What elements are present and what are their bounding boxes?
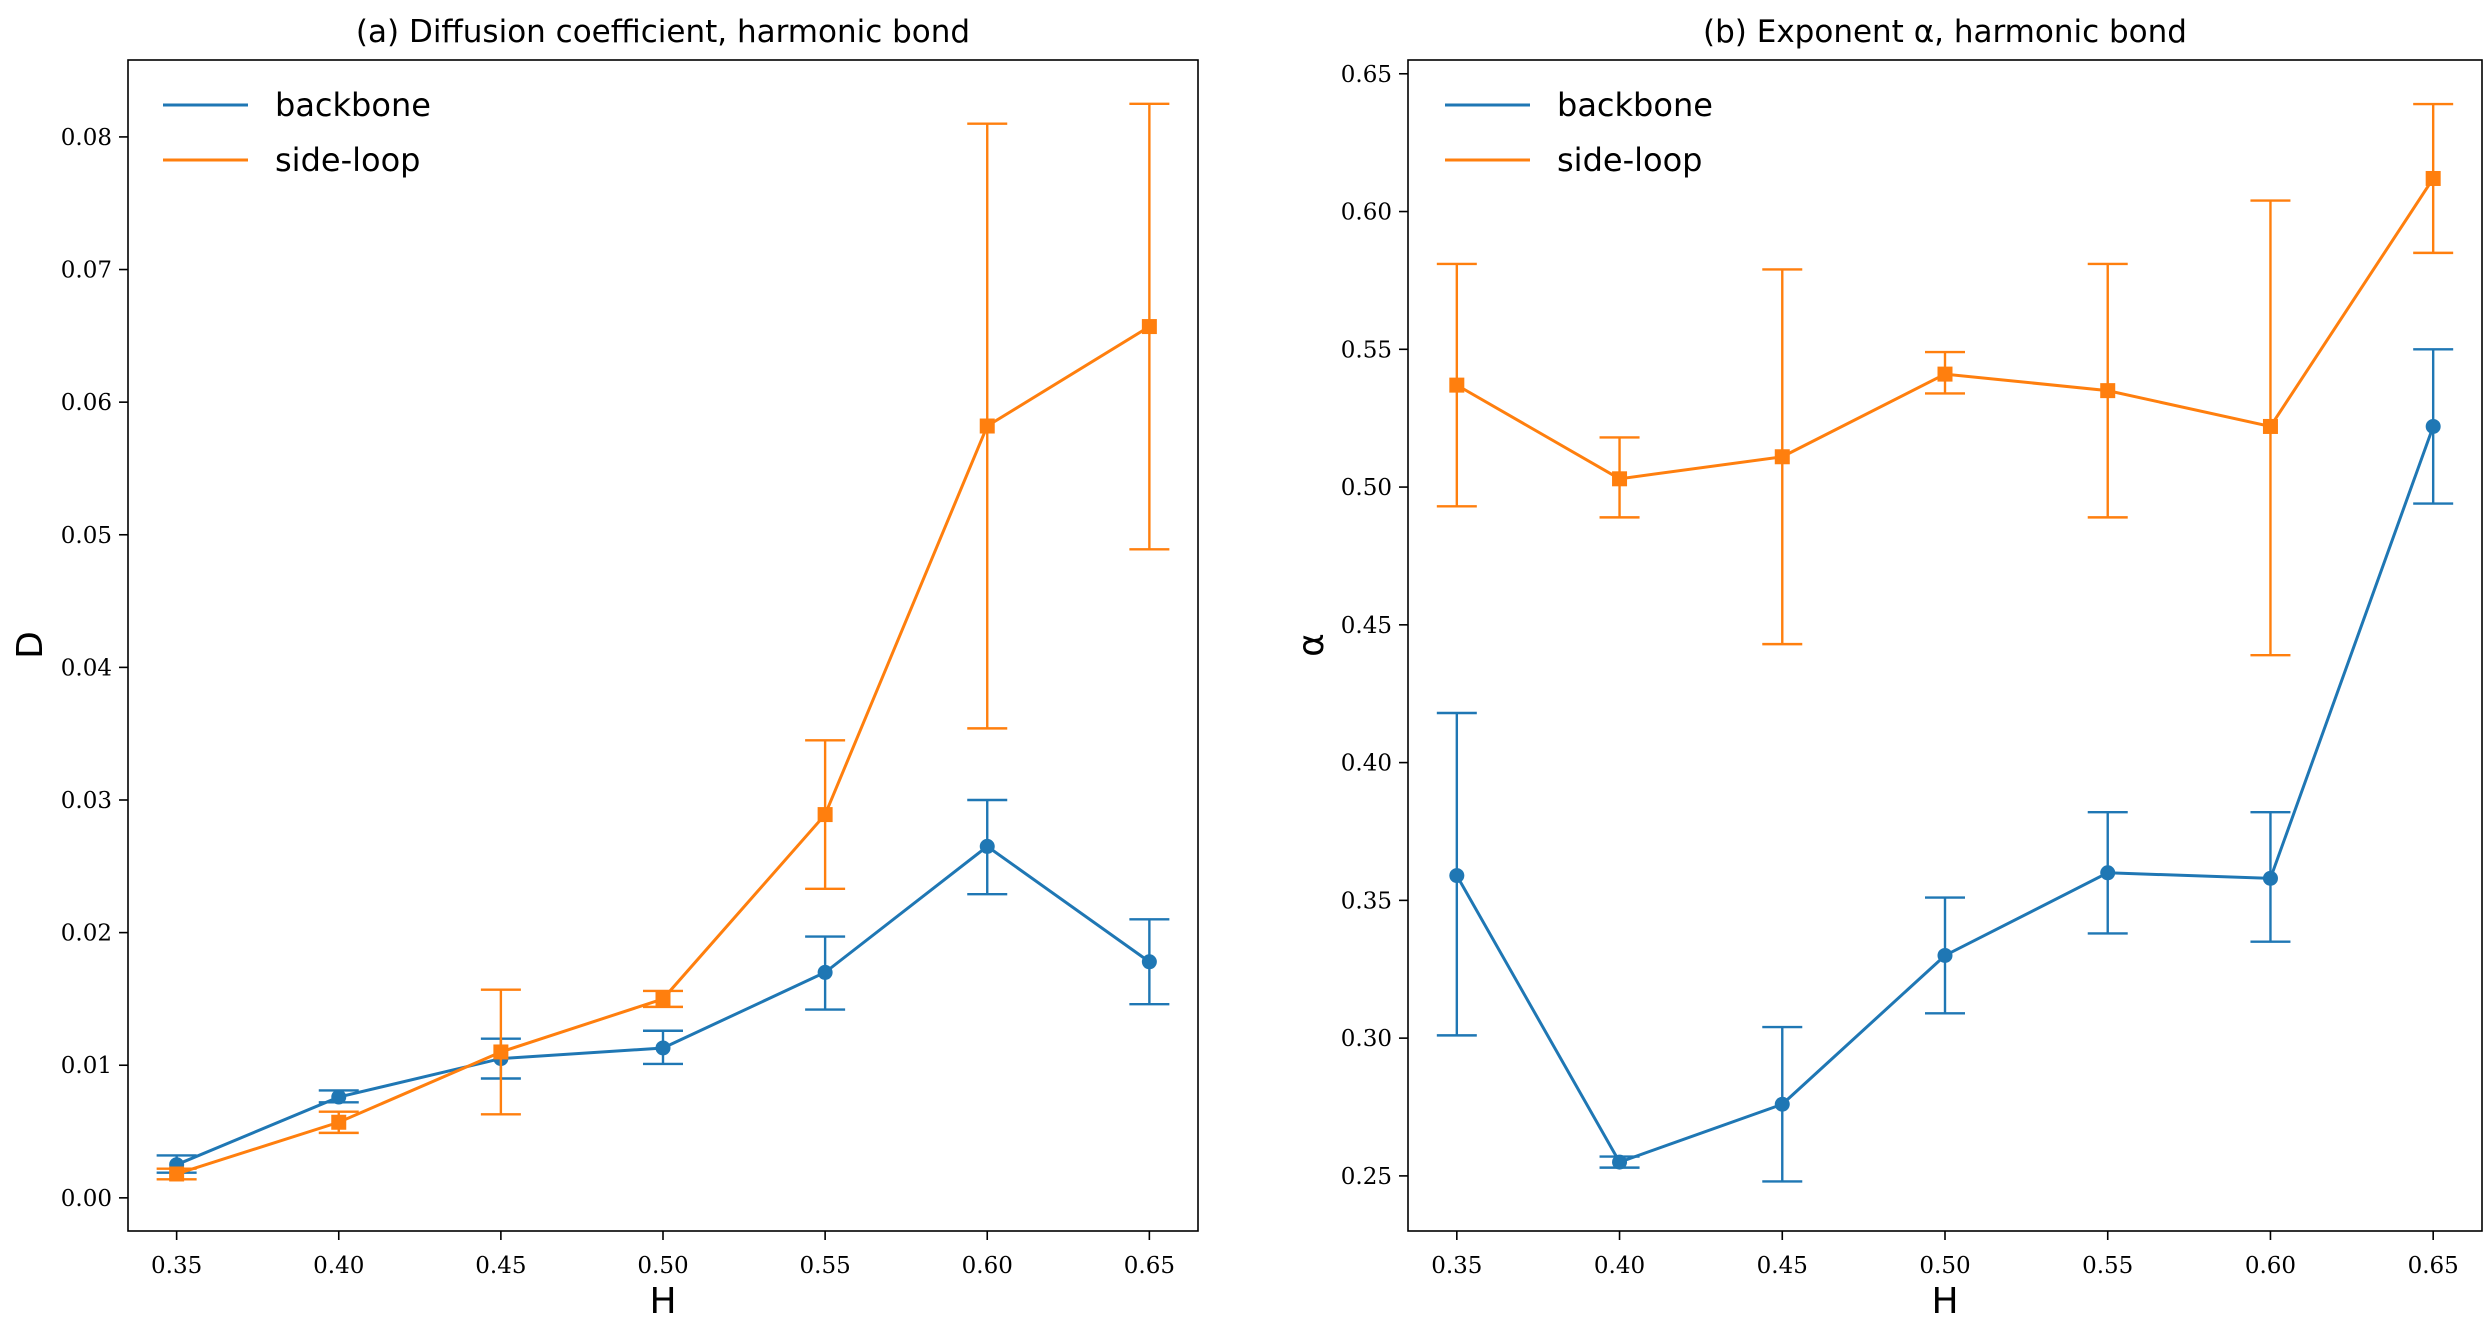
data-point-side-loop xyxy=(493,1044,509,1060)
y-tick-label: 0.55 xyxy=(1341,337,1392,363)
y-tick-label: 0.45 xyxy=(1341,613,1392,639)
y-tick-label: 0.65 xyxy=(1341,62,1392,88)
x-tick-label: 0.35 xyxy=(151,1253,202,1279)
panel-b: (b) Exponent α, harmonic bond H α 0.35 0.… xyxy=(1291,14,2483,1322)
panel-b-legend: backbone side-loop xyxy=(1445,86,1713,179)
y-tick-label: 0.50 xyxy=(1341,475,1392,501)
data-point-side-loop xyxy=(1937,366,1953,382)
panel-b-frame xyxy=(1407,59,2483,1232)
panel-b-marks xyxy=(1436,102,2454,1183)
x-tick-label: 0.55 xyxy=(2082,1253,2133,1279)
data-point-backbone xyxy=(2100,865,2116,881)
panel-a-x-axis-label: H xyxy=(649,1281,676,1322)
data-point-side-loop xyxy=(817,807,833,823)
x-tick-label: 0.65 xyxy=(1124,1253,1175,1279)
panel-a-ticks: 0.35 0.40 0.45 0.50 0.55 0.60 0.65 0.00 0.01 0.02… xyxy=(61,125,1175,1279)
data-point-backbone xyxy=(1612,1154,1628,1170)
y-tick-label: 0.04 xyxy=(61,655,112,681)
legend-b-label-side-loop: side-loop xyxy=(1557,141,1702,179)
data-point-side-loop xyxy=(1774,449,1790,465)
panel-a-title: (a) Diffusion coefficient, harmonic bond xyxy=(356,14,970,50)
x-tick-label: 0.60 xyxy=(962,1253,1013,1279)
panel-b-y-axis-label: α xyxy=(1291,633,1332,657)
data-point-side-loop xyxy=(2425,170,2441,186)
data-point-side-loop xyxy=(331,1114,347,1130)
data-point-backbone xyxy=(2262,870,2278,886)
y-tick-label: 0.00 xyxy=(61,1186,112,1212)
y-tick-label: 0.07 xyxy=(61,258,112,284)
data-point-backbone xyxy=(979,838,995,854)
panel-a-y-axis-label: D xyxy=(10,631,51,659)
x-tick-label: 0.50 xyxy=(1919,1253,1970,1279)
data-point-backbone xyxy=(2425,418,2441,434)
data-point-backbone xyxy=(1449,868,1465,884)
y-tick-label: 0.40 xyxy=(1341,751,1392,777)
panel-b-title: (b) Exponent α, harmonic bond xyxy=(1703,14,2187,50)
y-tick-label: 0.08 xyxy=(61,125,112,151)
panel-a-marks xyxy=(156,102,1170,1182)
y-tick-label: 0.60 xyxy=(1341,200,1392,226)
y-tick-label: 0.35 xyxy=(1341,888,1392,914)
data-point-side-loop xyxy=(979,418,995,434)
y-tick-label: 0.02 xyxy=(61,921,112,947)
y-tick-label: 0.01 xyxy=(61,1053,112,1079)
legend-a-label-side-loop: side-loop xyxy=(275,141,420,179)
x-tick-label: 0.40 xyxy=(313,1253,364,1279)
data-point-side-loop xyxy=(1141,319,1157,335)
y-tick-label: 0.06 xyxy=(61,390,112,416)
data-point-side-loop xyxy=(1449,377,1465,393)
legend-b-label-backbone: backbone xyxy=(1557,86,1713,124)
data-point-side-loop xyxy=(1612,471,1628,487)
data-point-backbone xyxy=(1774,1096,1790,1112)
series-line-side-loop xyxy=(1456,177,2435,481)
legend-a-label-backbone: backbone xyxy=(275,86,431,124)
panel-a: (a) Diffusion coefficient, harmonic bond… xyxy=(10,14,1199,1322)
y-tick-label: 0.05 xyxy=(61,523,112,549)
x-tick-label: 0.55 xyxy=(800,1253,851,1279)
x-tick-label: 0.35 xyxy=(1431,1253,1482,1279)
x-tick-label: 0.40 xyxy=(1594,1253,1645,1279)
y-tick-label: 0.25 xyxy=(1341,1164,1392,1190)
data-point-side-loop xyxy=(169,1166,185,1182)
x-tick-label: 0.45 xyxy=(475,1253,526,1279)
data-point-side-loop xyxy=(2100,383,2116,399)
data-point-backbone xyxy=(1937,947,1953,963)
panel-a-legend: backbone side-loop xyxy=(163,86,431,179)
panel-b-x-axis-label: H xyxy=(1931,1281,1958,1322)
series-line-backbone xyxy=(1455,425,2435,1164)
panel-b-ticks: 0.35 0.40 0.45 0.50 0.55 0.60 0.65 0.25 0.30 0.35… xyxy=(1341,62,2459,1279)
data-point-side-loop xyxy=(2262,418,2278,434)
data-point-side-loop xyxy=(655,991,671,1007)
x-tick-label: 0.45 xyxy=(1757,1253,1808,1279)
data-point-backbone xyxy=(817,964,833,980)
data-point-backbone xyxy=(1141,954,1157,970)
y-tick-label: 0.03 xyxy=(61,788,112,814)
x-tick-label: 0.60 xyxy=(2245,1253,2296,1279)
x-tick-label: 0.50 xyxy=(637,1253,688,1279)
data-point-backbone xyxy=(331,1089,347,1105)
x-tick-label: 0.65 xyxy=(2408,1253,2459,1279)
y-tick-label: 0.30 xyxy=(1341,1026,1392,1052)
data-point-backbone xyxy=(655,1040,671,1056)
